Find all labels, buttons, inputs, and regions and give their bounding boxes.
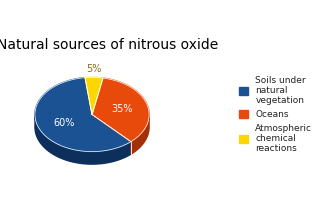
Text: 60%: 60% (53, 118, 74, 128)
Polygon shape (85, 77, 103, 114)
Text: 5%: 5% (87, 64, 102, 74)
Text: Natural sources of nitrous oxide: Natural sources of nitrous oxide (0, 38, 219, 52)
Legend: Soils under
natural
vegetation, Oceans, Atmospheric
chemical
reactions: Soils under natural vegetation, Oceans, … (239, 76, 312, 153)
Polygon shape (131, 113, 149, 154)
Polygon shape (35, 113, 131, 164)
Polygon shape (92, 78, 149, 142)
Polygon shape (35, 78, 131, 152)
Text: 35%: 35% (111, 104, 133, 114)
